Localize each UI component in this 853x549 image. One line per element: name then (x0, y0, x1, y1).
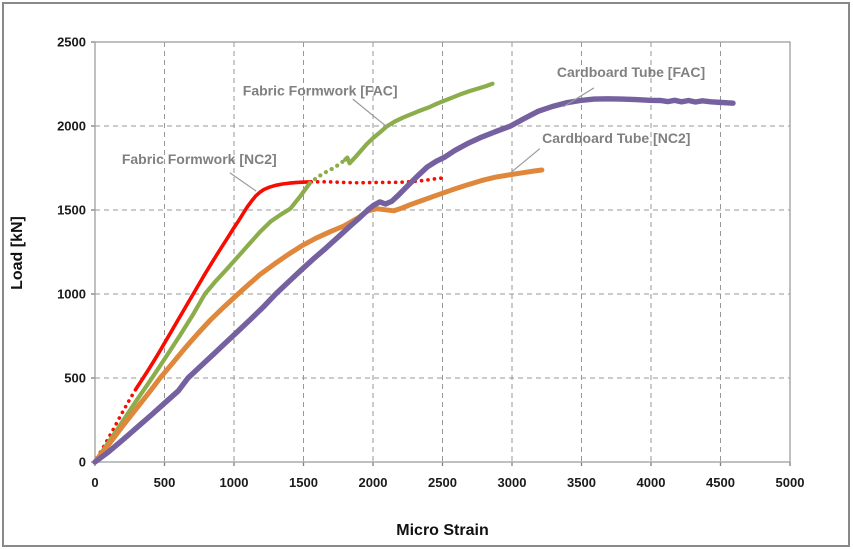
y-axis-title: Load [kN] (9, 216, 26, 290)
y-tick-label: 2000 (57, 119, 86, 134)
x-tick-label: 0 (91, 475, 98, 490)
series-line-fabric-formwork-fac (92, 181, 312, 465)
x-tick-label: 2000 (359, 475, 388, 490)
x-tick-label: 4000 (637, 475, 666, 490)
annotation-leader-fabric-formwork-nc2 (229, 172, 257, 192)
x-tick-label: 1500 (289, 475, 318, 490)
y-tick-label: 2500 (57, 35, 86, 50)
x-tick-label: 3500 (567, 475, 596, 490)
series-line-cardboard-tube-nc2 (92, 167, 545, 465)
series-line-fabric-formwork-fac (307, 157, 348, 186)
x-tick-label: 3000 (498, 475, 527, 490)
annotation-leader-cardboard-tube-nc2 (510, 148, 541, 173)
y-tick-label: 1000 (57, 287, 86, 302)
annotation-leader-cardboard-tube-fac (563, 87, 595, 108)
annotation-leader-fabric-formwork-fac (352, 98, 388, 128)
x-axis-title: Micro Strain (396, 522, 489, 539)
series-line-fabric-formwork-nc2 (309, 176, 444, 185)
x-tick-label: 1000 (220, 475, 249, 490)
x-tick-label: 2500 (428, 475, 457, 490)
annotation-label-fabric-formwork-nc2: Fabric Formwork [NC2] (122, 151, 277, 167)
x-tick-label: 4500 (706, 475, 735, 490)
y-tick-label: 0 (79, 455, 86, 470)
series-line-fabric-formwork-fac (343, 81, 495, 166)
annotation-label-fabric-formwork-fac: Fabric Formwork [FAC] (243, 83, 398, 99)
series-line-cardboard-tube-fac (92, 96, 736, 465)
annotation-label-cardboard-tube-fac: Cardboard Tube [FAC] (557, 64, 705, 80)
plot-border (94, 41, 791, 463)
series-line-fabric-formwork-nc2 (134, 180, 313, 391)
x-tick-label: 5000 (776, 475, 805, 490)
y-tick-label: 500 (64, 371, 86, 386)
x-tick-label: 500 (154, 475, 176, 490)
y-tick-label: 1500 (57, 203, 86, 218)
annotation-label-cardboard-tube-nc2: Cardboard Tube [NC2] (542, 130, 690, 146)
